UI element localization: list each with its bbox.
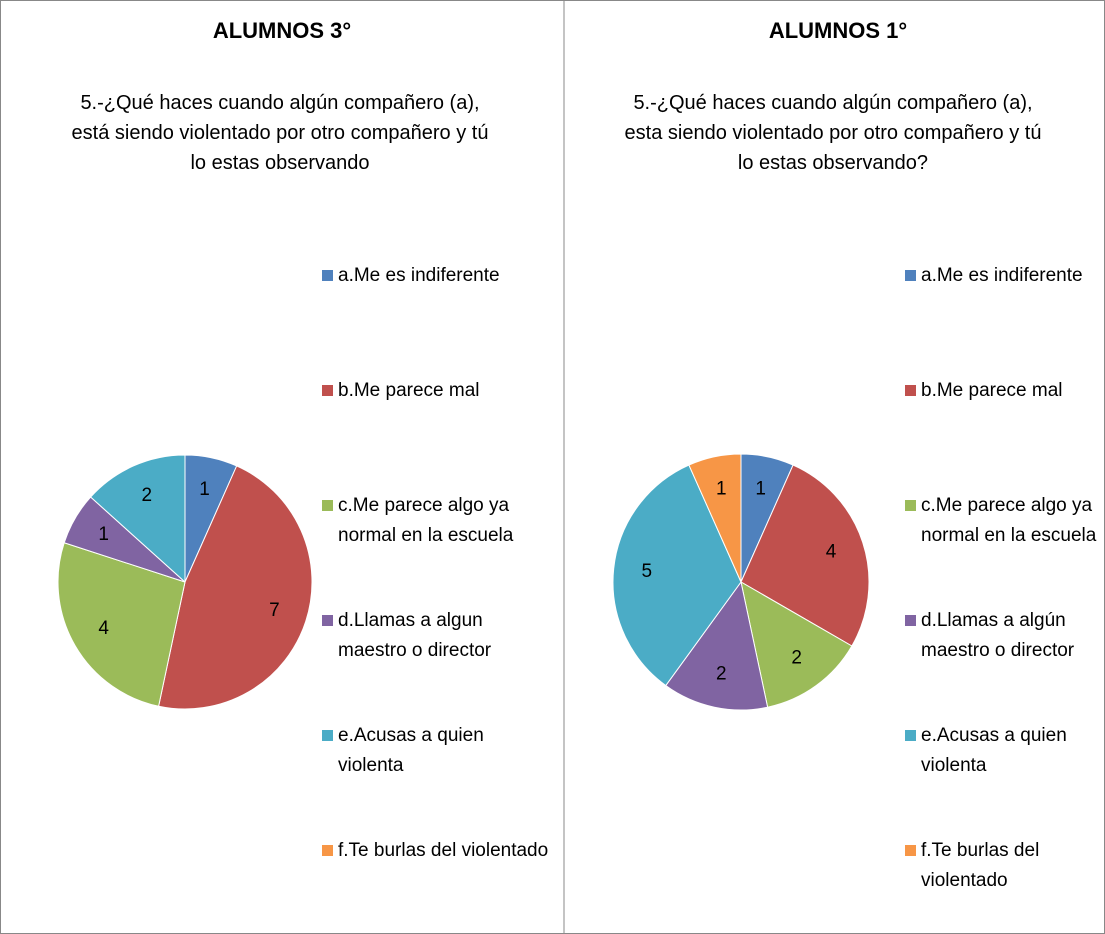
legend-swatch — [905, 270, 916, 281]
legend-swatch — [322, 270, 333, 281]
data-label: 2 — [716, 664, 727, 685]
pie-slice — [612, 464, 742, 687]
pie-slice — [665, 580, 769, 711]
legend-label: d.Llamas a algun maestro o director — [338, 610, 492, 661]
legend-item: d.Llamas a algún maestro o director — [905, 606, 1100, 666]
legend-swatch — [322, 385, 333, 396]
legend-item: f.Te burlas del violentado — [905, 836, 1100, 896]
data-label: 2 — [791, 648, 802, 669]
legend-item: c.Me parece algo ya normal en la escuela — [322, 491, 554, 551]
legend-item: f.Te burlas del violentado — [322, 836, 554, 866]
legend-swatch — [905, 500, 916, 511]
legend-item: a.Me es indiferente — [905, 261, 1100, 291]
legend-item: e.Acusas a quien violenta — [322, 721, 554, 781]
pie-slice — [740, 464, 870, 647]
legend-label: b.Me parece mal — [338, 380, 480, 401]
legend-label: f.Te burlas del violentado — [921, 840, 1040, 891]
chart-title: ALUMNOS 1° — [768, 18, 908, 43]
legend-swatch — [905, 615, 916, 626]
data-label: 2 — [141, 485, 152, 506]
legend-swatch — [322, 845, 333, 856]
legend-label: f.Te burlas del violentado — [338, 840, 549, 861]
legend-item: a.Me es indiferente — [322, 261, 554, 291]
data-label: 5 — [642, 561, 653, 582]
chart-title: ALUMNOS 3° — [212, 18, 352, 43]
data-label: 1 — [755, 478, 766, 499]
legend-item: e.Acusas a quien violenta — [905, 721, 1100, 781]
legend-item: c.Me parece algo ya normal en la escuela — [905, 491, 1100, 551]
pie-slice — [158, 465, 313, 710]
legend-swatch — [905, 845, 916, 856]
legend-label: b.Me parece mal — [921, 380, 1063, 401]
legend-item: b.Me parece mal — [322, 376, 554, 406]
pie-slice — [89, 454, 186, 584]
data-label: 1 — [98, 524, 109, 545]
legend-swatch — [322, 730, 333, 741]
legend-label: d.Llamas a algún maestro o director — [921, 610, 1075, 661]
data-label: 4 — [98, 618, 109, 639]
legend-item: d.Llamas a algun maestro o director — [322, 606, 554, 666]
legend-swatch — [905, 385, 916, 396]
legend-label: e.Acusas a quien violenta — [921, 725, 1067, 776]
legend-label: a.Me es indiferente — [338, 265, 500, 286]
legend-label: c.Me parece algo ya normal en la escuela — [921, 495, 1097, 546]
legend-label: e.Acusas a quien violenta — [338, 725, 484, 776]
chart-subtitle: 5.-¿Qué haces cuando algún compañero (a)… — [624, 92, 1042, 174]
data-label: 7 — [269, 600, 280, 621]
data-label: 1 — [199, 479, 210, 500]
legend-label: c.Me parece algo ya normal en la escuela — [338, 495, 514, 546]
pie-slice — [57, 542, 186, 707]
pie-slice — [740, 581, 853, 708]
chart-subtitle: 5.-¿Qué haces cuando algún compañero (a)… — [71, 92, 489, 174]
data-label: 1 — [716, 478, 727, 499]
legend-label: a.Me es indiferente — [921, 265, 1083, 286]
legend-swatch — [322, 500, 333, 511]
legend-item: b.Me parece mal — [905, 376, 1100, 406]
data-label: 4 — [826, 542, 837, 563]
legend-swatch — [905, 730, 916, 741]
legend-swatch — [322, 615, 333, 626]
pie-slice — [688, 453, 742, 583]
